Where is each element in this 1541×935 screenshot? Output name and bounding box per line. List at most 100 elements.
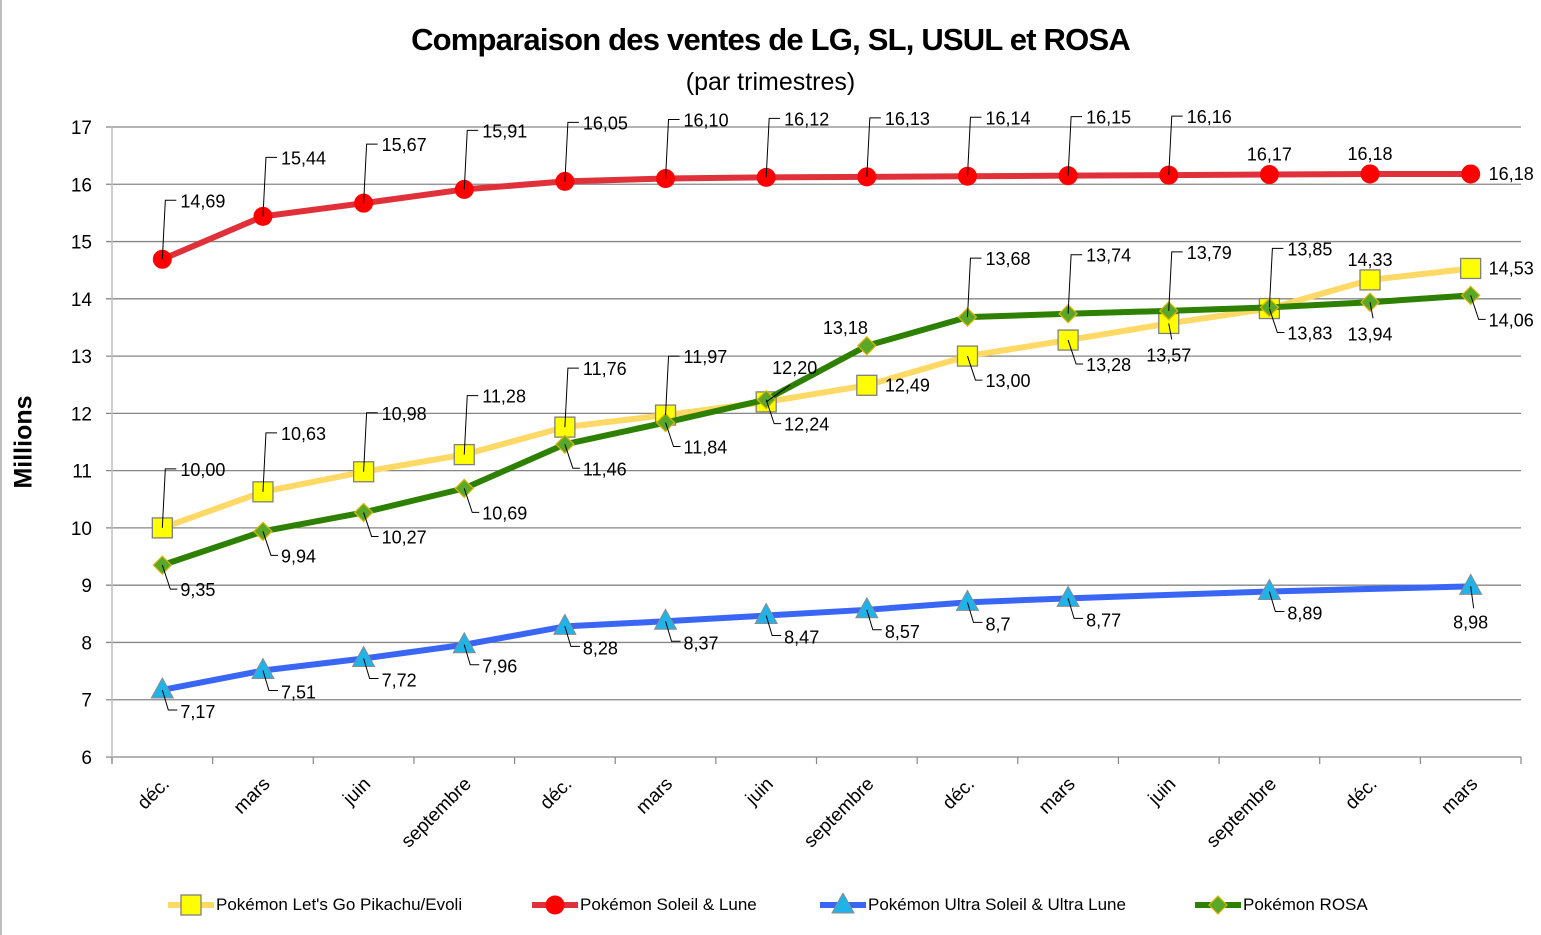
legend-label: Pokémon ROSA bbox=[1243, 895, 1368, 914]
data-label-leader bbox=[564, 367, 579, 428]
data-point-marker bbox=[1360, 164, 1380, 184]
diamond-marker-icon bbox=[1195, 895, 1241, 915]
data-label: 12,49 bbox=[885, 375, 930, 395]
data-label-leader bbox=[665, 355, 680, 416]
data-label-leader bbox=[363, 512, 379, 537]
x-tick-label: mars bbox=[1035, 774, 1080, 819]
data-label: 10,27 bbox=[382, 527, 427, 547]
y-tick-label: 6 bbox=[81, 748, 92, 769]
data-label: 11,84 bbox=[684, 438, 728, 458]
data-label-leader bbox=[1268, 308, 1285, 334]
x-tick-label: mars bbox=[1438, 774, 1483, 819]
y-tick-label: 13 bbox=[71, 347, 92, 368]
data-label: 8,77 bbox=[1086, 610, 1121, 630]
data-label: 7,17 bbox=[180, 702, 215, 722]
data-label-leader bbox=[1067, 254, 1083, 314]
series-line bbox=[161, 292, 1471, 568]
data-label-leader bbox=[1168, 251, 1183, 311]
data-label: 12,20 bbox=[772, 358, 817, 378]
y-tick-label: 9 bbox=[81, 576, 92, 597]
data-label: 16,16 bbox=[1187, 107, 1232, 127]
data-label: 13,94 bbox=[1348, 324, 1393, 344]
data-label-leader bbox=[463, 488, 480, 513]
data-label: 16,13 bbox=[885, 109, 930, 129]
data-label-leader bbox=[1168, 323, 1173, 340]
data-label-leader bbox=[262, 670, 278, 692]
data-label-leader bbox=[765, 384, 791, 403]
series-line bbox=[161, 265, 1472, 531]
y-tick-label: 15 bbox=[71, 233, 92, 254]
y-tick-label: 8 bbox=[81, 633, 92, 654]
data-label-leader bbox=[765, 399, 782, 425]
x-tick-label: juin bbox=[1144, 774, 1180, 810]
data-labels: 10,00 10,63 10,98 11,28 11,76 11,97 12,20 12,49… bbox=[161, 107, 1534, 722]
legend: Pokémon Let's Go Pikachu/Evoli Pokémon So… bbox=[0, 893, 1541, 919]
y-tick-label: 14 bbox=[71, 290, 93, 311]
data-label-leader bbox=[966, 116, 982, 177]
data-point-marker bbox=[754, 602, 779, 625]
data-label-leader bbox=[463, 644, 480, 666]
data-label-leader bbox=[866, 117, 881, 177]
data-label: 13,68 bbox=[985, 249, 1030, 269]
data-label: 14,33 bbox=[1348, 250, 1393, 270]
data-label: 8,98 bbox=[1453, 612, 1488, 632]
x-tick-label: septembre bbox=[1203, 774, 1281, 852]
y-axis-ticks: 6 7 8 9 10 11 12 13 14 15 16 17 bbox=[71, 118, 93, 769]
data-point-marker bbox=[1458, 573, 1483, 595]
series-line bbox=[161, 170, 1471, 263]
data-label: 15,67 bbox=[382, 135, 427, 155]
data-label-leader bbox=[262, 432, 277, 492]
data-label-leader bbox=[363, 412, 378, 472]
series-line bbox=[161, 583, 1471, 693]
data-label-leader bbox=[966, 602, 983, 623]
data-label-leader bbox=[1470, 586, 1475, 609]
data-label-leader bbox=[161, 564, 178, 590]
data-label-leader bbox=[966, 257, 982, 318]
legend-label: Pokémon Let's Go Pikachu/Evoli bbox=[216, 895, 463, 914]
chart-title: Comparaison des ventes de LG, SL, USUL e… bbox=[411, 22, 1131, 57]
data-label: 13,79 bbox=[1187, 243, 1232, 263]
data-label: 10,69 bbox=[482, 503, 527, 523]
data-point-marker bbox=[351, 645, 376, 667]
data-point-marker bbox=[150, 676, 175, 699]
series-sl bbox=[152, 164, 1481, 269]
data-label-leader bbox=[1268, 591, 1285, 612]
data-point-marker bbox=[854, 596, 879, 619]
data-point-marker bbox=[955, 589, 980, 611]
data-label: 9,94 bbox=[281, 546, 316, 566]
series-lg bbox=[151, 257, 1482, 539]
y-tick-label: 17 bbox=[71, 118, 92, 139]
data-label: 13,83 bbox=[1287, 324, 1332, 344]
triangle-marker-icon bbox=[820, 893, 866, 914]
data-label: 14,06 bbox=[1489, 310, 1534, 330]
data-point-marker bbox=[831, 893, 855, 914]
data-point-marker bbox=[1460, 257, 1482, 280]
data-label: 14,53 bbox=[1489, 258, 1534, 278]
data-label: 12,24 bbox=[784, 415, 829, 435]
data-point-marker bbox=[251, 657, 275, 680]
x-tick-label: mars bbox=[230, 774, 275, 819]
data-point-marker bbox=[1259, 165, 1279, 185]
data-label: 10,63 bbox=[281, 424, 326, 444]
data-label: 8,47 bbox=[784, 628, 819, 648]
data-label-leader bbox=[161, 468, 177, 528]
data-label: 10,00 bbox=[180, 460, 225, 480]
y-tick-label: 7 bbox=[81, 691, 92, 712]
data-label-leader bbox=[1067, 339, 1084, 365]
legend-item: Pokémon ROSA bbox=[1195, 893, 1368, 917]
data-point-marker bbox=[545, 895, 565, 915]
data-label-leader bbox=[1268, 247, 1284, 308]
data-label: 8,37 bbox=[684, 633, 719, 653]
data-label: 16,18 bbox=[1489, 164, 1534, 184]
data-label-leader bbox=[866, 609, 882, 631]
y-tick-label: 11 bbox=[72, 462, 92, 483]
data-label: 16,15 bbox=[1086, 108, 1131, 128]
data-label-leader bbox=[1067, 116, 1083, 176]
data-label: 13,00 bbox=[985, 371, 1030, 391]
data-label: 13,85 bbox=[1287, 239, 1332, 259]
data-label-leader bbox=[1168, 115, 1183, 176]
data-label: 16,14 bbox=[985, 108, 1030, 128]
data-label: 8,28 bbox=[583, 638, 618, 658]
data-label: 7,96 bbox=[482, 657, 517, 677]
